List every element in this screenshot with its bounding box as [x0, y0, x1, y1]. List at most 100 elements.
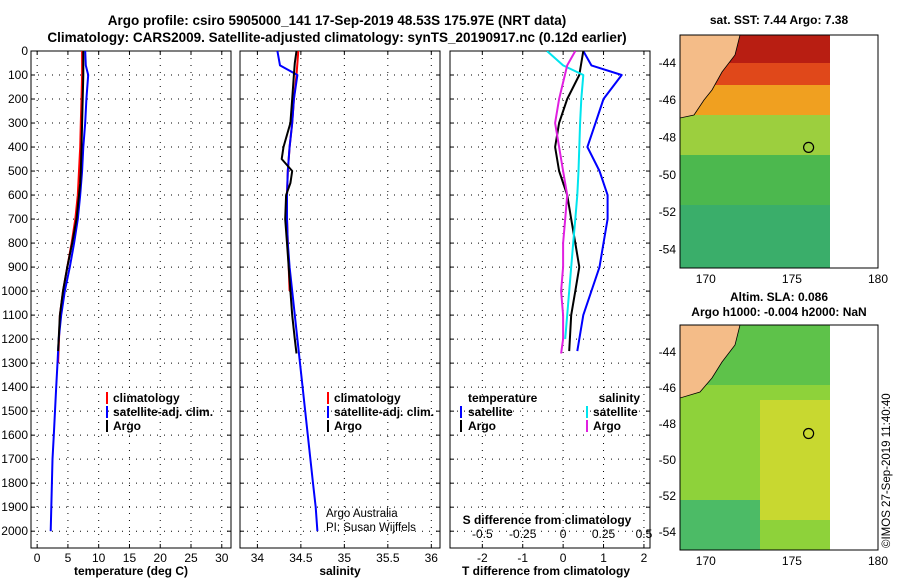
x-tick-label: 35: [338, 551, 352, 565]
series-group: [276, 51, 319, 532]
salinity-xlabel: salinity: [319, 564, 361, 578]
legend-label-satellite: satellite-adj. clim.: [113, 405, 213, 419]
series-line-satellite-adj-clim-: [49, 51, 90, 532]
map-lon-label: 180: [868, 554, 888, 568]
sla-map: [680, 325, 878, 550]
map-lat-label: -54: [659, 242, 677, 256]
series-layer: [49, 51, 623, 532]
credit-pi: PI: Susan Wijffels: [326, 522, 416, 534]
depth-tick-label: 300: [8, 116, 28, 130]
depth-tick-label: 500: [8, 164, 28, 178]
sla-map-title-line2: Argo h1000: -0.004 h2000: NaN: [691, 305, 866, 319]
x-tick-label: 1: [600, 551, 607, 565]
sla-no-data: [830, 325, 878, 550]
map-lon-label: 170: [696, 272, 716, 286]
temperature-xlabel: temperature (deg C): [74, 564, 188, 578]
depth-tick-label: 1300: [1, 356, 28, 370]
temperature-legend: climatology satellite-adj. clim. Argo: [106, 391, 213, 433]
legend-label-sal-satellite: satellite: [593, 405, 638, 419]
sst-no-data: [830, 35, 878, 268]
depth-tick-label: 800: [8, 236, 28, 250]
depth-tick-label: 1200: [1, 332, 28, 346]
depth-tick-label: 200: [8, 92, 28, 106]
depth-tick-label: 600: [8, 188, 28, 202]
sst-map-title: sat. SST: 7.44 Argo: 7.38: [710, 13, 849, 27]
map-lat-label: -48: [659, 131, 677, 145]
x-tick-label: 5: [65, 551, 72, 565]
sst-light-green-band: [680, 115, 830, 155]
x-tick-label: -2: [477, 551, 488, 565]
x-tick-label: 20: [154, 551, 168, 565]
credit-org: Argo Australia: [326, 508, 398, 520]
x-tick-label: 25: [184, 551, 198, 565]
series-group: [49, 51, 90, 532]
new-zealand-land: [680, 35, 741, 119]
map-lat-label: -52: [659, 205, 677, 219]
x-tick-label: 35.5: [376, 551, 400, 565]
tick-layer: 0100200300400500600700800900100011001200…: [1, 44, 888, 568]
map-lat-label: -54: [659, 525, 677, 539]
map-lat-label: -46: [659, 93, 677, 107]
map-lat-label: -44: [659, 345, 677, 359]
sst-map-frame: [679, 34, 879, 269]
depth-tick-label: 1500: [1, 404, 28, 418]
legend-label-argo: Argo: [334, 419, 362, 433]
x-tick-label: 34.5: [289, 551, 313, 565]
depth-tick-label: 1000: [1, 284, 28, 298]
s-difference-title: S difference from climatology: [463, 513, 632, 527]
map-lat-label: -46: [659, 381, 677, 395]
s-diff-tick-label: -0.5: [472, 527, 493, 541]
map-lat-label: -44: [659, 56, 677, 70]
grid-layer: [31, 50, 650, 548]
legend-label-temp-argo: Argo: [468, 419, 496, 433]
imos-stamp: ©IMOS 27-Sep-2019 11:40:40: [881, 393, 893, 548]
legend-label-climatology: climatology: [334, 391, 401, 405]
salinity-legend: climatology satellite-adj. clim. Argo: [327, 391, 434, 433]
series-line-argo: [57, 51, 85, 352]
legend-label-argo: Argo: [113, 419, 141, 433]
map-lon-label: 180: [868, 272, 888, 286]
sla-map-frame: [679, 324, 879, 551]
new-zealand-land-2: [680, 325, 741, 399]
depth-tick-label: 0: [21, 44, 28, 58]
difference-legend: temperature satellite Argo salinity sate…: [460, 391, 641, 433]
x-tick-label: -1: [517, 551, 528, 565]
legend-label-satellite: satellite-adj. clim.: [334, 405, 434, 419]
s-diff-tick-label: 0.25: [592, 527, 616, 541]
salinity-plot-frame: [239, 50, 441, 549]
figure-title-line1: Argo profile: csiro 5905000_141 17-Sep-2…: [108, 13, 566, 28]
depth-tick-label: 1900: [1, 500, 28, 514]
depth-tick-label: 2000: [1, 524, 28, 538]
float-position-marker-2: [802, 427, 815, 440]
series-line-argo: [280, 51, 298, 354]
x-tick-label: 15: [123, 551, 137, 565]
depth-tick-label: 1600: [1, 428, 28, 442]
depth-tick-label: 100: [8, 68, 28, 82]
map-lat-label: -50: [659, 453, 677, 467]
sst-teal-band: [680, 205, 830, 268]
series-line-satellite-adj-clim-: [276, 51, 319, 532]
sla-teal-patch: [680, 500, 760, 550]
map-lat-label: -52: [659, 489, 677, 503]
legend-label-climatology: climatology: [113, 391, 180, 405]
sst-green-band: [680, 155, 830, 205]
series-group: [546, 51, 623, 354]
legend-header-salinity: salinity: [599, 391, 641, 405]
x-tick-label: 0: [34, 551, 41, 565]
series-line-salinity-satellite: [546, 51, 585, 340]
x-tick-label: 36: [425, 551, 439, 565]
s-diff-tick-label: 0: [560, 527, 567, 541]
legend-label-sal-argo: Argo: [593, 419, 621, 433]
x-tick-label: 2: [641, 551, 648, 565]
x-tick-label: 0: [560, 551, 567, 565]
sst-map: [680, 35, 878, 268]
x-tick-label: 34: [251, 551, 265, 565]
difference-xlabel: T difference from climatology: [462, 564, 630, 578]
depth-tick-label: 1800: [1, 476, 28, 490]
x-tick-label: 10: [92, 551, 106, 565]
depth-tick-label: 1700: [1, 452, 28, 466]
series-line-temperature-satellite: [576, 51, 623, 352]
figure-title-line2: Climatology: CARS2009. Satellite-adjuste…: [47, 30, 626, 45]
depth-tick-label: 700: [8, 212, 28, 226]
temperature-plot-frame: [30, 50, 232, 549]
